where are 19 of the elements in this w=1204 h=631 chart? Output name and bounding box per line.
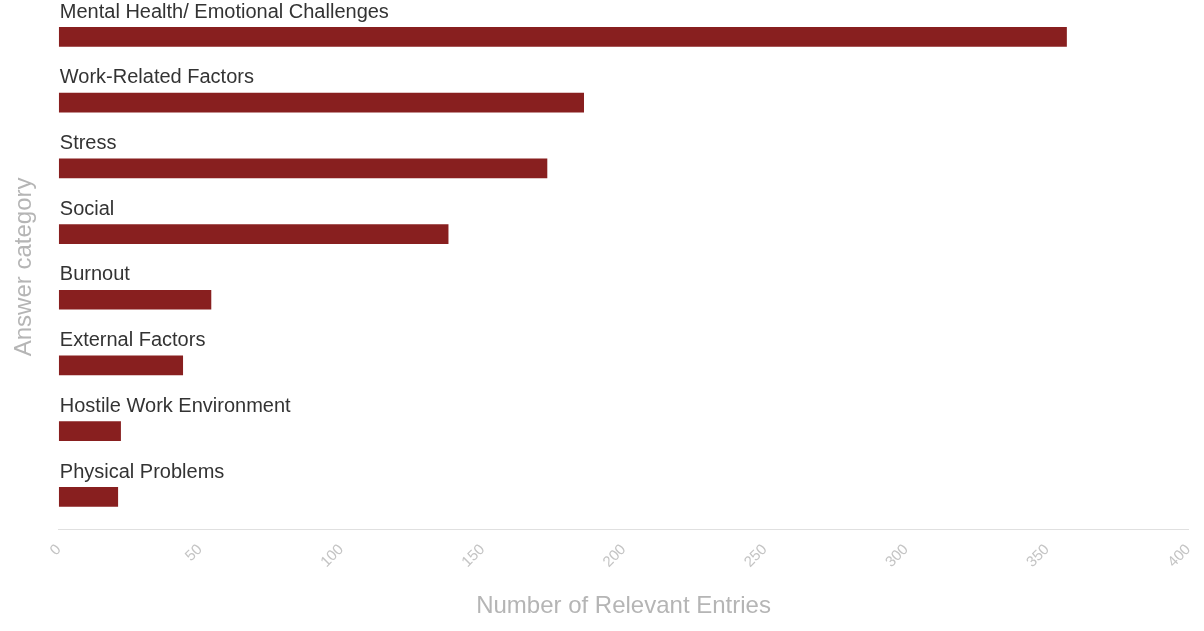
x-tick-label: 0 [45,540,64,559]
y-tick-label: Stress [59,130,117,153]
x-tick-label: 150 [457,540,488,570]
x-tick-label: 250 [740,540,770,570]
x-axis-title: Number of Relevant Entries [476,591,771,619]
y-tick-label: Physical Problems [59,459,225,482]
x-tick-label: 400 [1163,540,1194,570]
x-tick-label: 350 [1022,540,1053,570]
y-tick-label: Work-Related Factors [59,65,254,88]
x-tick-label: 300 [881,540,911,570]
y-tick-label: External Factors [59,328,206,351]
y-tick-label: Social [59,196,115,219]
y-tick-label: Burnout [59,262,131,285]
x-tick-label: 50 [181,540,206,564]
y-tick-label: Hostile Work Environment [59,393,292,416]
y-tick-label: Mental Health/ Emotional Challenges [59,0,389,22]
x-tick-label: 100 [316,540,347,570]
x-tick-label: 200 [598,540,629,570]
y-axis-title: Answer category [9,177,37,357]
